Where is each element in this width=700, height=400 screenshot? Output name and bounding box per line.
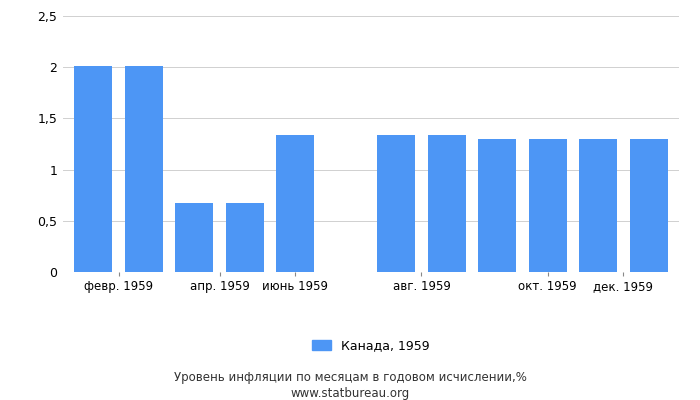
Bar bbox=[478, 139, 516, 272]
Bar bbox=[377, 135, 415, 272]
Bar bbox=[74, 66, 112, 272]
Bar bbox=[226, 203, 264, 272]
Text: www.statbureau.org: www.statbureau.org bbox=[290, 388, 410, 400]
Bar bbox=[175, 203, 214, 272]
Bar bbox=[125, 66, 162, 272]
Bar bbox=[528, 139, 567, 272]
Bar bbox=[630, 139, 668, 272]
Bar bbox=[428, 135, 466, 272]
Text: Уровень инфляции по месяцам в годовом исчислении,%: Уровень инфляции по месяцам в годовом ис… bbox=[174, 372, 526, 384]
Bar bbox=[276, 135, 314, 272]
Bar bbox=[580, 139, 617, 272]
Legend: Канада, 1959: Канада, 1959 bbox=[307, 334, 435, 358]
